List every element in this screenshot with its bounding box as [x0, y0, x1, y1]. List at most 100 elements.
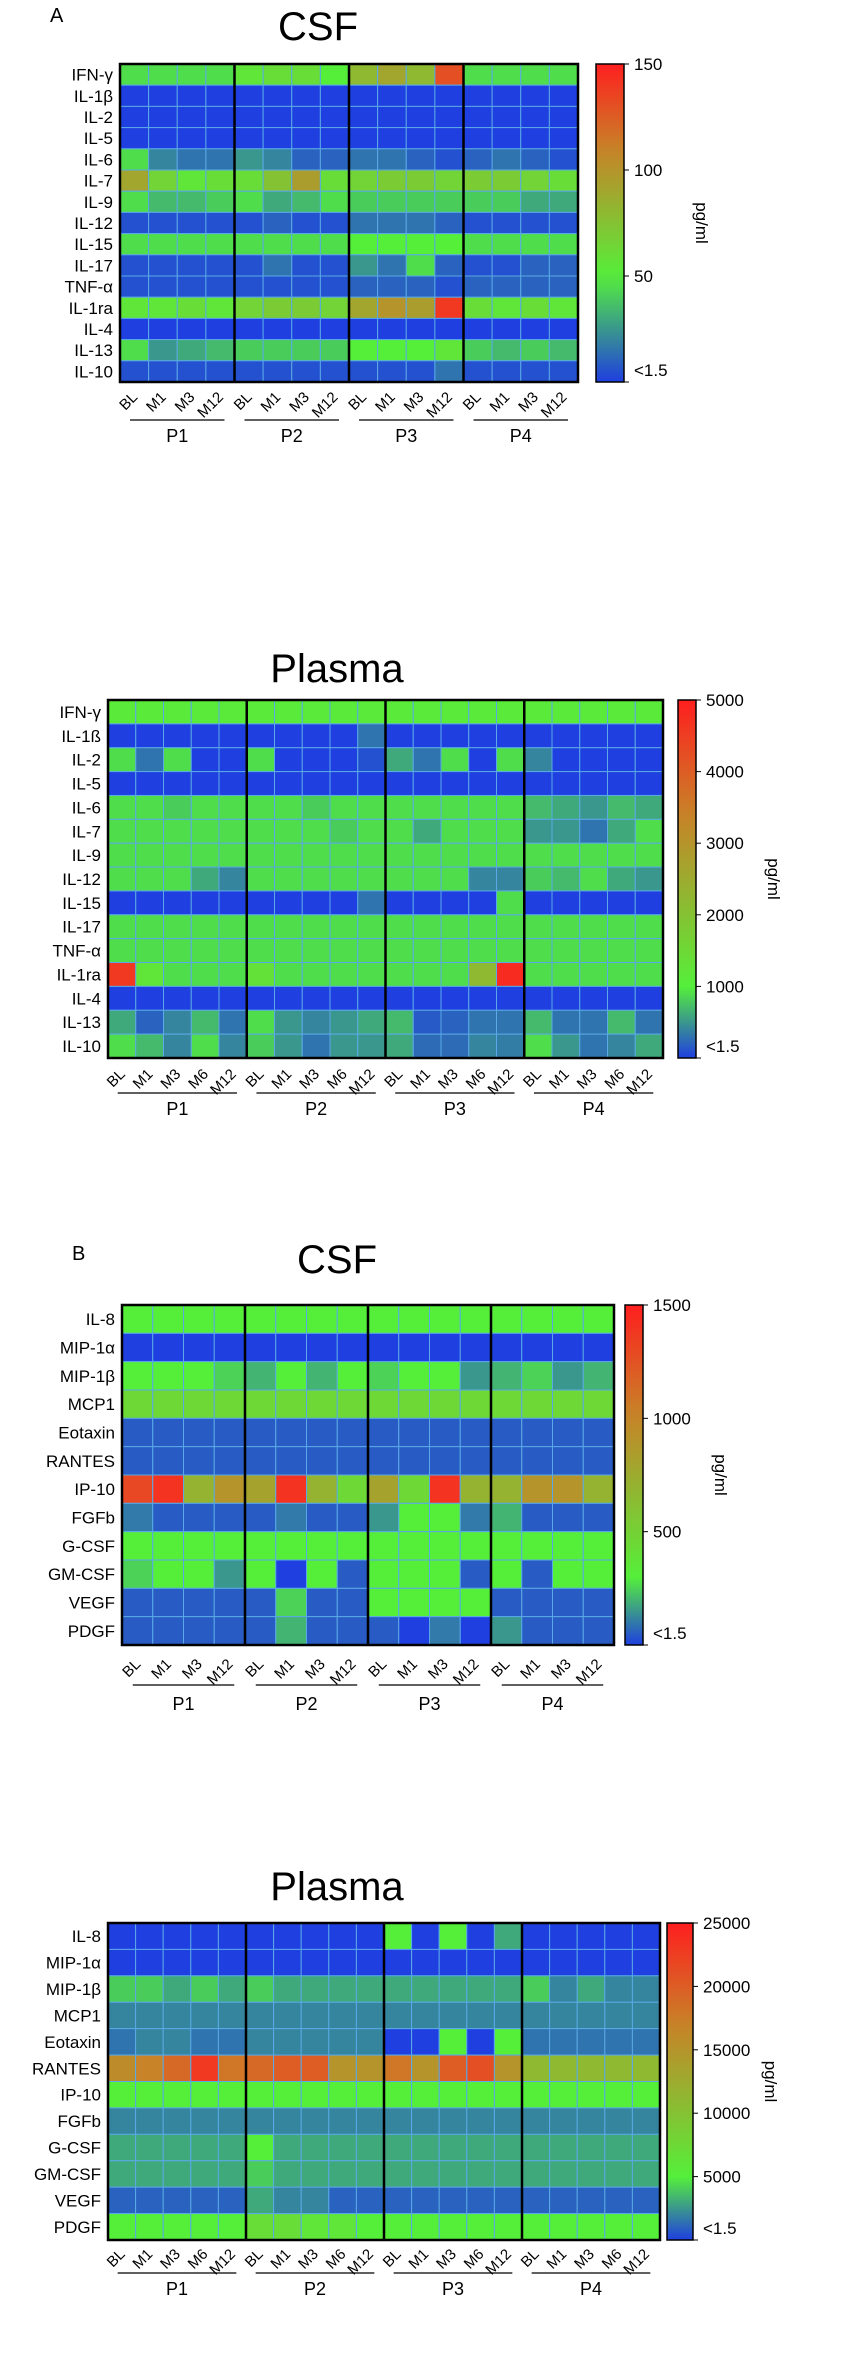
heatmap-cell	[383, 2213, 413, 2241]
heatmap-cell	[385, 794, 414, 820]
heatmap-cell	[579, 985, 608, 1011]
heatmap-cell	[148, 211, 178, 235]
heatmap-cell	[135, 1975, 164, 2003]
colorbar-tick-label: 10000	[703, 2104, 750, 2123]
heatmap-cell	[306, 1332, 338, 1363]
colorbar-unit-label: pg/ml	[764, 858, 783, 900]
heatmap-cell	[329, 866, 359, 892]
heatmap-cell	[152, 1389, 184, 1419]
heatmap-cell	[468, 914, 497, 940]
heatmap-cell	[121, 1587, 154, 1618]
heatmap-cell	[520, 169, 550, 192]
heatmap-cell	[523, 890, 553, 916]
heatmap-cell	[429, 1587, 461, 1618]
heatmap-cell	[218, 842, 248, 868]
heatmap-cell	[521, 1417, 553, 1448]
row-label: IL-15	[62, 894, 101, 913]
colorbar-tick-label: <1.5	[703, 2219, 737, 2238]
column-label: M3	[425, 1656, 452, 1683]
heatmap-cell	[491, 127, 522, 150]
heatmap-cell	[217, 2028, 247, 2056]
heatmap-cell	[576, 2028, 606, 2056]
row-label: IL-4	[72, 989, 101, 1008]
heatmap-cell	[348, 317, 379, 341]
heatmap-cell	[576, 2213, 606, 2241]
heatmap-cell	[148, 84, 178, 107]
heatmap-cell	[119, 190, 150, 213]
heatmap-cell	[328, 2081, 357, 2109]
heatmap-cell	[162, 2133, 192, 2162]
heatmap-cell	[405, 233, 436, 256]
heatmap-cell	[521, 2001, 551, 2030]
heatmap-cell	[411, 2133, 440, 2162]
heatmap-cell	[405, 190, 436, 213]
heatmap-cell	[190, 962, 220, 987]
heatmap-cell	[348, 148, 379, 171]
heatmap-cell	[135, 2001, 164, 2030]
heatmap-cell	[301, 914, 331, 940]
heatmap-cell	[582, 1587, 615, 1618]
heatmap-cell	[377, 190, 407, 213]
heatmap-cell	[190, 2213, 219, 2241]
heatmap-cell	[205, 127, 235, 150]
column-label: M12	[573, 1656, 606, 1689]
row-label: MIP-1β	[46, 1980, 101, 1999]
heatmap-cell	[190, 938, 220, 964]
heatmap-cell	[135, 794, 164, 820]
heatmap-cell	[357, 962, 386, 987]
heatmap-cell	[463, 233, 493, 256]
heatmap-cell	[301, 818, 331, 844]
heatmap-cell	[355, 1948, 385, 1977]
column-label: M12	[194, 389, 227, 422]
row-label: IL-12	[62, 870, 101, 889]
heatmap-cell	[148, 296, 178, 319]
heatmap-cell	[245, 2001, 275, 2030]
heatmap-cell	[490, 1304, 523, 1334]
heatmap-cell	[329, 723, 359, 749]
heatmap-cell	[582, 1332, 615, 1363]
heatmap-cell	[579, 818, 608, 844]
heatmap-cell	[582, 1417, 615, 1448]
heatmap-cell	[205, 105, 235, 129]
heatmap-cell	[631, 2107, 661, 2135]
heatmap-cell	[176, 360, 207, 383]
heatmap-cell	[551, 1009, 581, 1035]
row-label: RANTES	[46, 1452, 115, 1471]
heatmap-cell	[121, 1389, 154, 1419]
row-label: GM-CSF	[34, 2165, 101, 2184]
column-label: M12	[204, 1656, 237, 1689]
heatmap-cell	[121, 1417, 154, 1448]
heatmap-cell	[549, 2213, 578, 2241]
heatmap-cell	[190, 2054, 219, 2082]
heatmap-cell	[429, 1502, 461, 1533]
heatmap-cell	[466, 2054, 495, 2082]
heatmap-cell	[551, 914, 581, 940]
heatmap-cell	[355, 1975, 385, 2003]
heatmap-cell	[183, 1531, 215, 1561]
heatmap-cell	[548, 339, 579, 362]
heatmap-cell	[521, 1616, 553, 1646]
heatmap-cell	[357, 842, 386, 868]
heatmap-cell	[551, 771, 581, 796]
heatmap-cell	[275, 1389, 307, 1419]
heatmap-cell	[246, 890, 275, 916]
heatmap-cell	[274, 1033, 303, 1059]
heatmap-cell	[412, 985, 442, 1011]
heatmap-cell	[463, 127, 493, 150]
heatmap-cell	[496, 914, 525, 940]
heatmap-cell	[383, 2160, 413, 2188]
heatmap-cell	[383, 2054, 413, 2082]
heatmap-cell	[490, 1446, 523, 1476]
heatmap-cell	[548, 190, 579, 213]
heatmap-cell	[466, 2001, 495, 2030]
heatmap-cell	[336, 1587, 369, 1618]
heatmap-cell	[245, 1975, 275, 2003]
column-label: M3	[179, 1656, 206, 1683]
heatmap-cell	[218, 914, 248, 940]
heatmap-cell	[148, 360, 178, 383]
heatmap-cell	[463, 63, 493, 86]
heatmap-cell	[107, 2081, 137, 2109]
heatmap-cell	[262, 317, 293, 341]
heatmap-cell	[491, 233, 522, 256]
column-label: BL	[242, 1066, 267, 1091]
